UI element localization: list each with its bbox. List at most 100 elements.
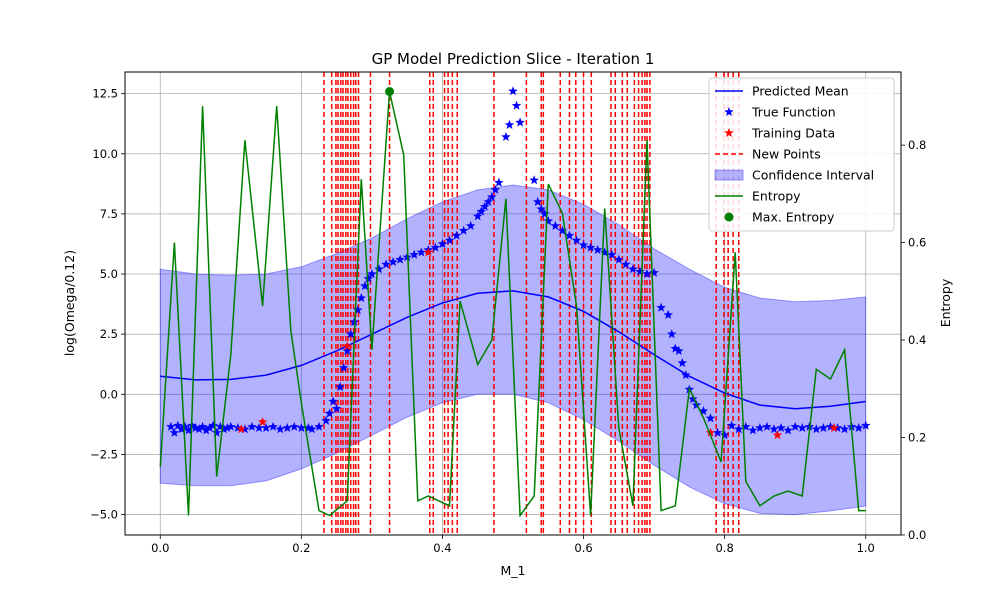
x-axis-label: M_1 (501, 563, 526, 578)
y-axis-label: log(Omega/0.12) (62, 250, 77, 356)
true-function-point (571, 235, 582, 245)
true-function-point (825, 421, 836, 431)
true-function-point (324, 408, 335, 418)
true-function-point (226, 421, 236, 431)
training-data-point (772, 430, 783, 440)
true-function-point (592, 245, 603, 254)
true-function-point (719, 430, 730, 440)
true-function-point (233, 423, 243, 432)
y2-tick-label: 0.4 (908, 333, 926, 347)
true-function-point (529, 175, 539, 185)
x-tick-label: 0.4 (433, 541, 451, 555)
true-function-point (614, 254, 624, 264)
y2-tick-label: 0.2 (908, 431, 926, 445)
true-function-point (670, 343, 680, 353)
true-function-point (296, 423, 307, 432)
y2-tick-label: 0.6 (908, 236, 926, 250)
true-function-point (476, 206, 486, 216)
true-function-point (247, 421, 257, 431)
true-function-point (483, 196, 494, 206)
true-function-point (628, 264, 638, 274)
true-function-point (564, 230, 575, 240)
true-function-point (698, 406, 709, 416)
true-function-point (677, 358, 688, 368)
true-function-point (540, 208, 550, 218)
y2-tick-label: 0.0 (908, 528, 926, 542)
true-function-point (222, 423, 232, 432)
true-function-point (215, 421, 225, 431)
y-tick-label: 2.5 (100, 327, 118, 341)
true-function-point (374, 264, 384, 274)
true-function-point (321, 415, 331, 425)
true-function-point (331, 403, 342, 413)
legend-swatch-star (724, 107, 734, 116)
true-function-point (681, 370, 691, 380)
legend-label: True Function (751, 105, 836, 120)
y-tick-label: 5.0 (100, 267, 118, 281)
true-function-point (208, 420, 218, 430)
true-function-point (173, 420, 183, 430)
true-function-point (201, 425, 211, 435)
x-tick-label: 0.6 (574, 541, 592, 555)
training-data-point (257, 417, 268, 426)
true-function-point (335, 382, 345, 392)
true-function-point (314, 421, 324, 431)
entropy-line (159, 91, 866, 518)
true-function-point (180, 421, 190, 431)
true-function-point (532, 196, 543, 206)
legend-label: Confidence Interval (752, 168, 874, 183)
true-function-point (712, 427, 723, 437)
legend-label: Training Data (751, 126, 835, 141)
true-function-point (388, 257, 398, 267)
true-function-point (363, 273, 374, 283)
true-function-point (307, 424, 317, 434)
true-function-point (487, 192, 497, 202)
true-function-point (212, 427, 222, 437)
plot-frame (124, 71, 902, 536)
true-function-point (204, 423, 215, 432)
true-function-point (458, 225, 469, 235)
x-tick-label: 0.8 (715, 541, 733, 555)
true-function-point (282, 423, 292, 432)
legend-box (708, 77, 895, 232)
true-function-point (839, 424, 850, 434)
true-function-point (254, 423, 264, 432)
true-function-point (536, 204, 546, 214)
true-function-point (504, 119, 515, 129)
true-function-point (762, 421, 772, 431)
true-function-point (578, 240, 589, 250)
true-function-point (501, 131, 511, 141)
predicted-mean-line (160, 290, 866, 410)
y-tick-label: 12.5 (92, 87, 118, 101)
legend-swatch-dot (724, 212, 734, 222)
true-function-point (585, 242, 596, 252)
x-tick-label: 1.0 (857, 541, 875, 555)
y-tick-label: 0.0 (100, 387, 118, 401)
true-function-point (811, 424, 822, 434)
true-function-point (261, 423, 271, 432)
true-function-point (515, 117, 525, 127)
true-function-point (349, 317, 359, 327)
true-function-point (853, 423, 864, 432)
true-function-point (289, 421, 300, 431)
y2-axis-label: Entropy (938, 278, 953, 327)
true-function-point (342, 346, 352, 355)
true-function-point (667, 329, 677, 339)
true-function-point (600, 247, 610, 257)
true-function-point (356, 293, 367, 303)
training-data-point (829, 423, 839, 432)
true-function-point (621, 259, 631, 269)
true-function-point (494, 177, 504, 187)
training-data-point (342, 341, 352, 351)
y-tick-label: 10.0 (92, 147, 118, 161)
true-function-point (480, 201, 490, 211)
true-function-point (219, 424, 229, 434)
training-data-point (705, 427, 716, 437)
legend: Predicted Mean True Function Training Data… (708, 77, 895, 232)
true-function-point (656, 302, 666, 312)
true-function-point (790, 421, 800, 431)
legend-swatch-star (724, 128, 734, 137)
true-function-point (769, 424, 779, 434)
